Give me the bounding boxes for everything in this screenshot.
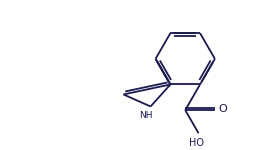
Text: O: O	[218, 104, 227, 114]
Text: NH: NH	[140, 111, 153, 120]
Text: HO: HO	[189, 138, 204, 148]
